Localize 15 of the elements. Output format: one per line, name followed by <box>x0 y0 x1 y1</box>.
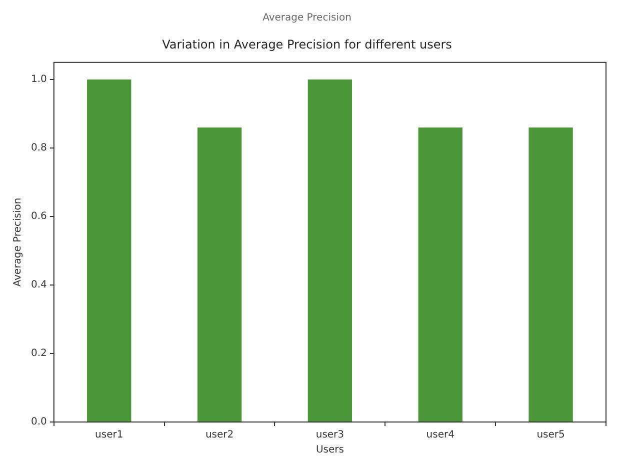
y-tick-label: 0.8 <box>30 142 47 154</box>
y-tick-label: 0.2 <box>30 348 47 360</box>
x-tick-label: user3 <box>316 430 344 441</box>
y-tick-label: 0.4 <box>30 280 47 291</box>
x-axis-title: Users <box>316 444 344 456</box>
chart-subtitle: Variation in Average Precision for different users <box>162 37 452 52</box>
y-tick-label: 1.0 <box>30 74 47 86</box>
y-tick-label: 0.6 <box>30 211 47 222</box>
chart-title: Average Precision <box>262 12 352 24</box>
x-tick-label: user2 <box>205 430 234 441</box>
x-tick-label: user4 <box>426 430 454 441</box>
y-tick-label: 0.0 <box>30 416 47 428</box>
x-tick-label: user1 <box>95 430 124 441</box>
x-tick-label: user5 <box>536 430 565 441</box>
y-axis-title: Average Precision <box>12 198 24 287</box>
